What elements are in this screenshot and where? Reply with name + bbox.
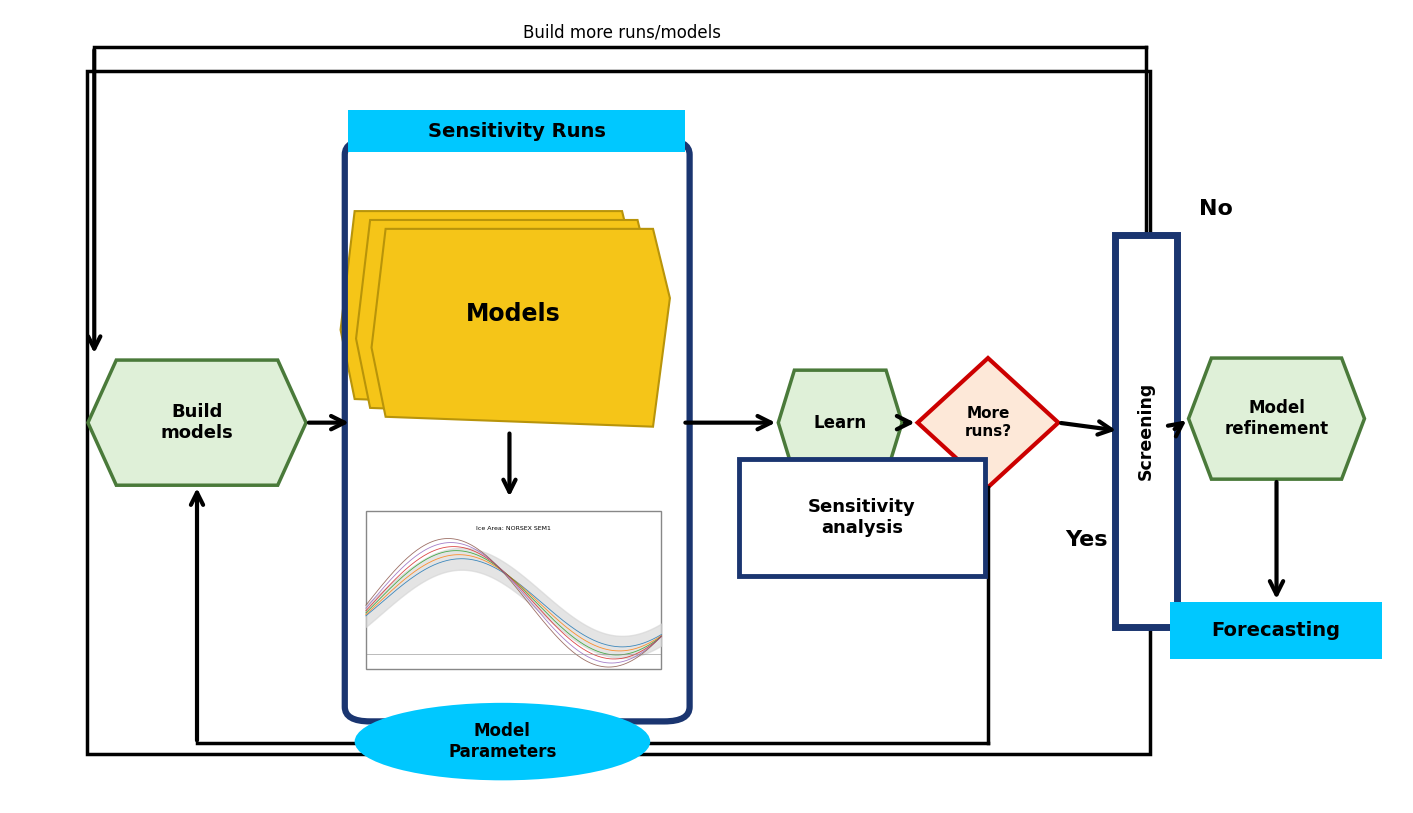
Polygon shape — [1188, 358, 1365, 479]
Text: Sensitivity Runs: Sensitivity Runs — [428, 122, 605, 141]
FancyBboxPatch shape — [366, 511, 661, 669]
Text: Build more runs/models: Build more runs/models — [523, 24, 721, 41]
Polygon shape — [779, 370, 901, 475]
Polygon shape — [341, 211, 639, 409]
Text: Sensitivity
analysis: Sensitivity analysis — [808, 498, 916, 537]
Text: Models: Models — [466, 302, 561, 326]
Ellipse shape — [355, 702, 650, 780]
Polygon shape — [88, 360, 307, 485]
Polygon shape — [356, 220, 654, 418]
Polygon shape — [917, 358, 1058, 487]
Text: Build
models: Build models — [161, 403, 233, 442]
Text: Forecasting: Forecasting — [1211, 621, 1341, 640]
Text: Ice Area: NORSEX SEM1: Ice Area: NORSEX SEM1 — [476, 526, 551, 531]
FancyBboxPatch shape — [1170, 602, 1382, 659]
Polygon shape — [372, 229, 670, 427]
FancyBboxPatch shape — [1115, 234, 1177, 627]
FancyBboxPatch shape — [739, 459, 985, 576]
Text: No: No — [1200, 198, 1234, 219]
Text: Model
refinement: Model refinement — [1225, 399, 1328, 438]
Text: Learn: Learn — [814, 414, 866, 432]
Text: More
runs?: More runs? — [965, 406, 1012, 439]
Text: Screening: Screening — [1136, 381, 1154, 480]
Text: Yes: Yes — [1065, 530, 1108, 550]
Text: Model
Parameters: Model Parameters — [448, 722, 557, 761]
FancyBboxPatch shape — [348, 111, 685, 152]
